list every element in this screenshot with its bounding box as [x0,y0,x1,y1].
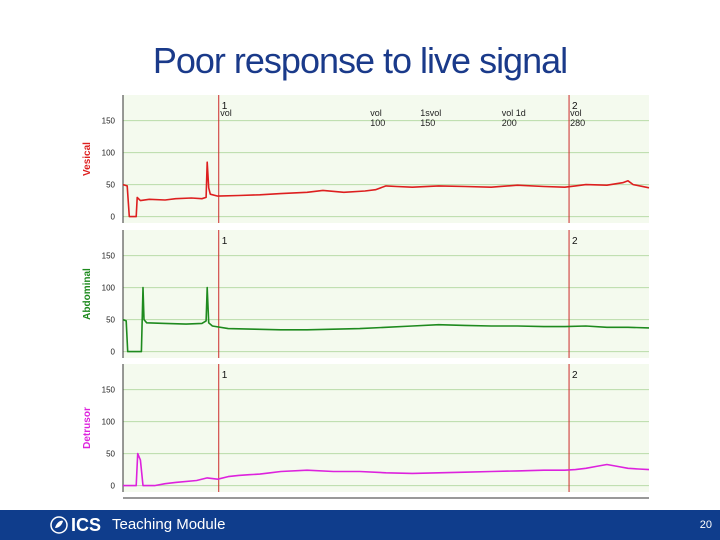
event-marker-label: 2 [572,370,578,381]
series-label: Abdominal [82,268,93,320]
y-tick-label: 150 [102,117,116,126]
footer-bar: ICS Teaching Module 20 [0,510,720,540]
series-label: Vesical [82,142,93,176]
y-tick-label: 0 [111,213,116,222]
ics-logo: ICS [50,515,101,535]
panel-background [123,230,649,358]
y-tick-label: 100 [102,284,116,293]
annotation-line1: vol [220,108,232,118]
annotation-line1: vol [570,108,582,118]
y-tick-label: 50 [106,450,115,459]
event-marker-label: 1 [222,370,228,381]
annotation-line2: 280 [570,118,585,128]
series-line-abdominal [122,286,650,353]
slide-title: Poor response to live signal [152,40,568,81]
annotation-line2: 150 [420,118,435,128]
panel-abdominal: 0 50 100 150 Abdominal 1 2 [82,230,650,358]
ics-leaf-icon [50,516,68,534]
y-tick-label: 100 [102,149,116,158]
page-number: 20 [699,519,712,531]
annotation-line1: vol 1d [502,108,526,118]
event-marker-label: 1 [222,236,228,247]
annotation-line1: vol [370,108,382,118]
y-tick-label: 50 [106,181,115,190]
series-line-vesical [122,161,650,218]
series-label: Detrusor [82,407,93,449]
annotation-line2: 100 [370,118,385,128]
panel-background [123,95,649,223]
annotation-line2: 200 [502,118,517,128]
panel-detrusor: 0 50 100 150 Detrusor 1 2 [82,364,650,492]
series-line-detrusor [123,452,650,487]
event-marker-label: 2 [572,236,578,247]
y-tick-label: 150 [102,386,116,395]
y-tick-label: 0 [111,482,116,491]
y-tick-label: 150 [102,252,116,261]
event-marker-label: 1 [222,101,228,112]
logo-text: ICS [71,514,102,535]
annotation-line1: 1svol [420,108,441,118]
footer-label: Teaching Module [112,516,226,533]
event-marker-label: 2 [572,101,578,112]
y-tick-label: 100 [102,418,116,427]
y-tick-label: 0 [111,348,116,357]
y-tick-label: 50 [106,316,115,325]
